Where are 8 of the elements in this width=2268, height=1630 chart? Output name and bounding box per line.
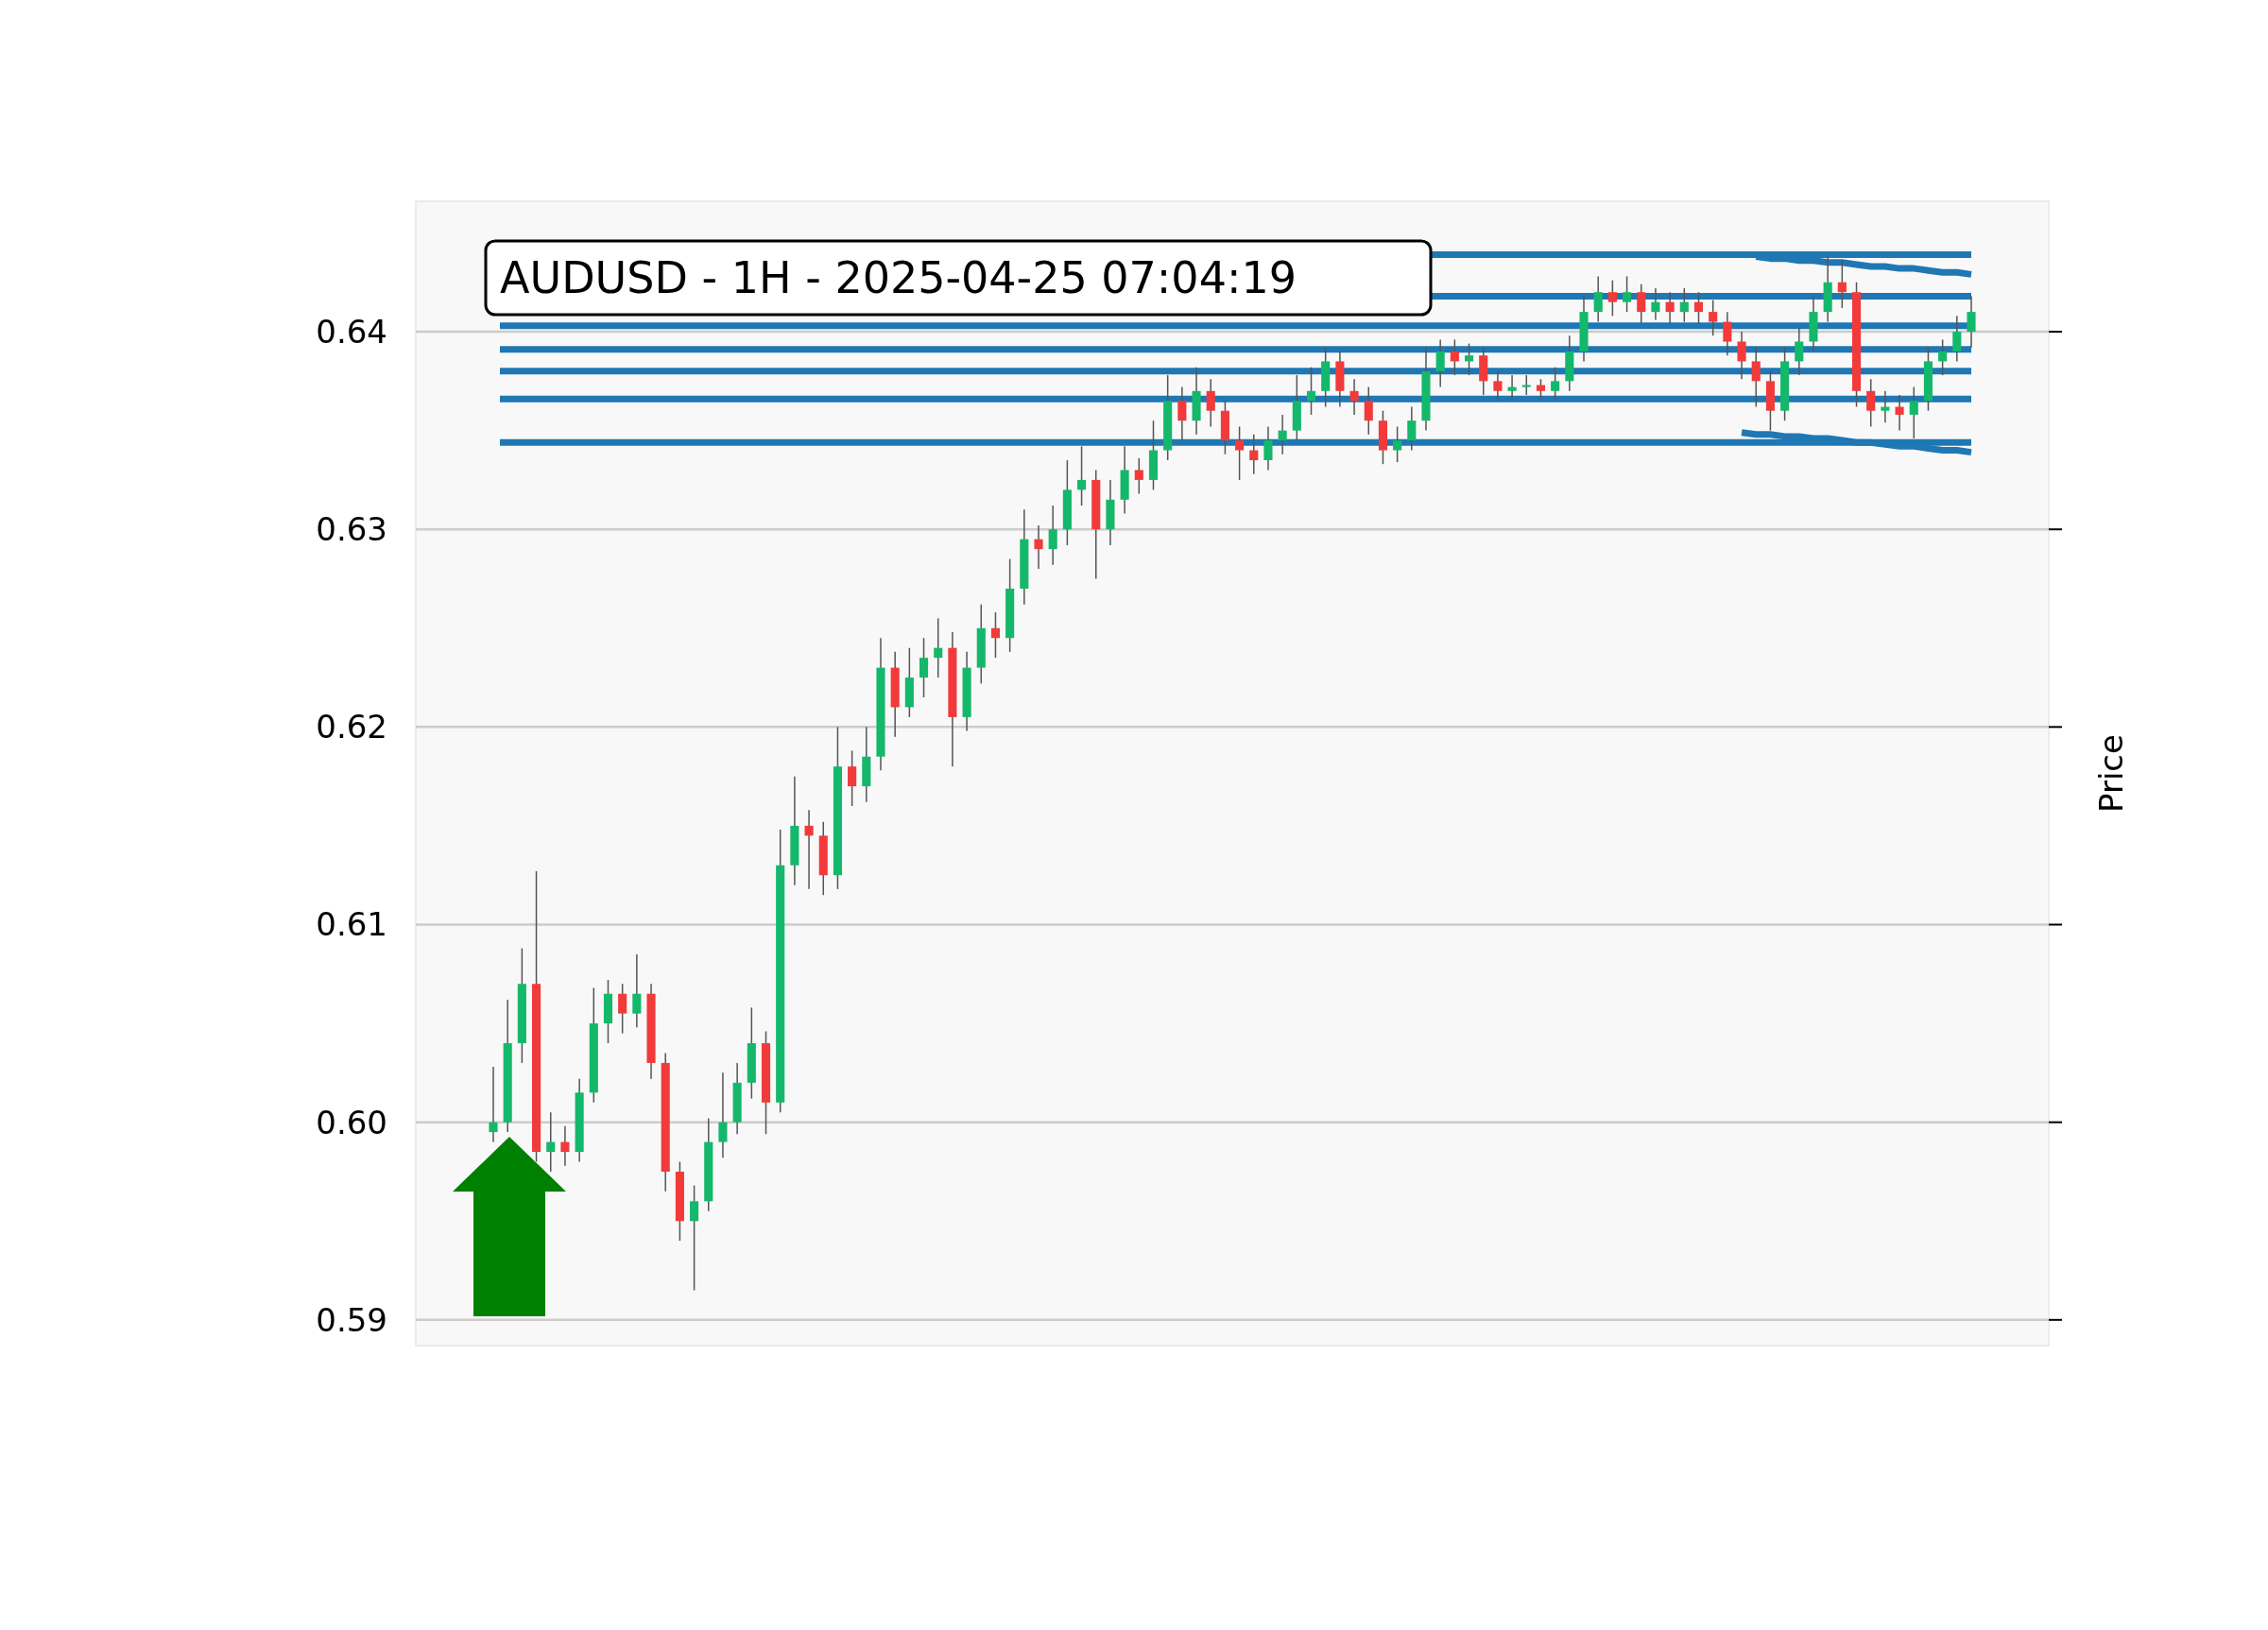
y-tick-label: 0.64 [316, 312, 387, 351]
y-tick-label: 0.61 [316, 905, 387, 944]
y-axis-title: Price [2091, 734, 2130, 813]
y-tick-label: 0.62 [316, 708, 387, 746]
y-tick-label: 0.60 [316, 1103, 387, 1141]
text: AUDUSD - 1H - 2025-04-25 07:04:19 [500, 252, 1297, 304]
y-tick-label: 0.63 [316, 510, 387, 549]
y-tick-label: 0.59 [316, 1300, 387, 1339]
